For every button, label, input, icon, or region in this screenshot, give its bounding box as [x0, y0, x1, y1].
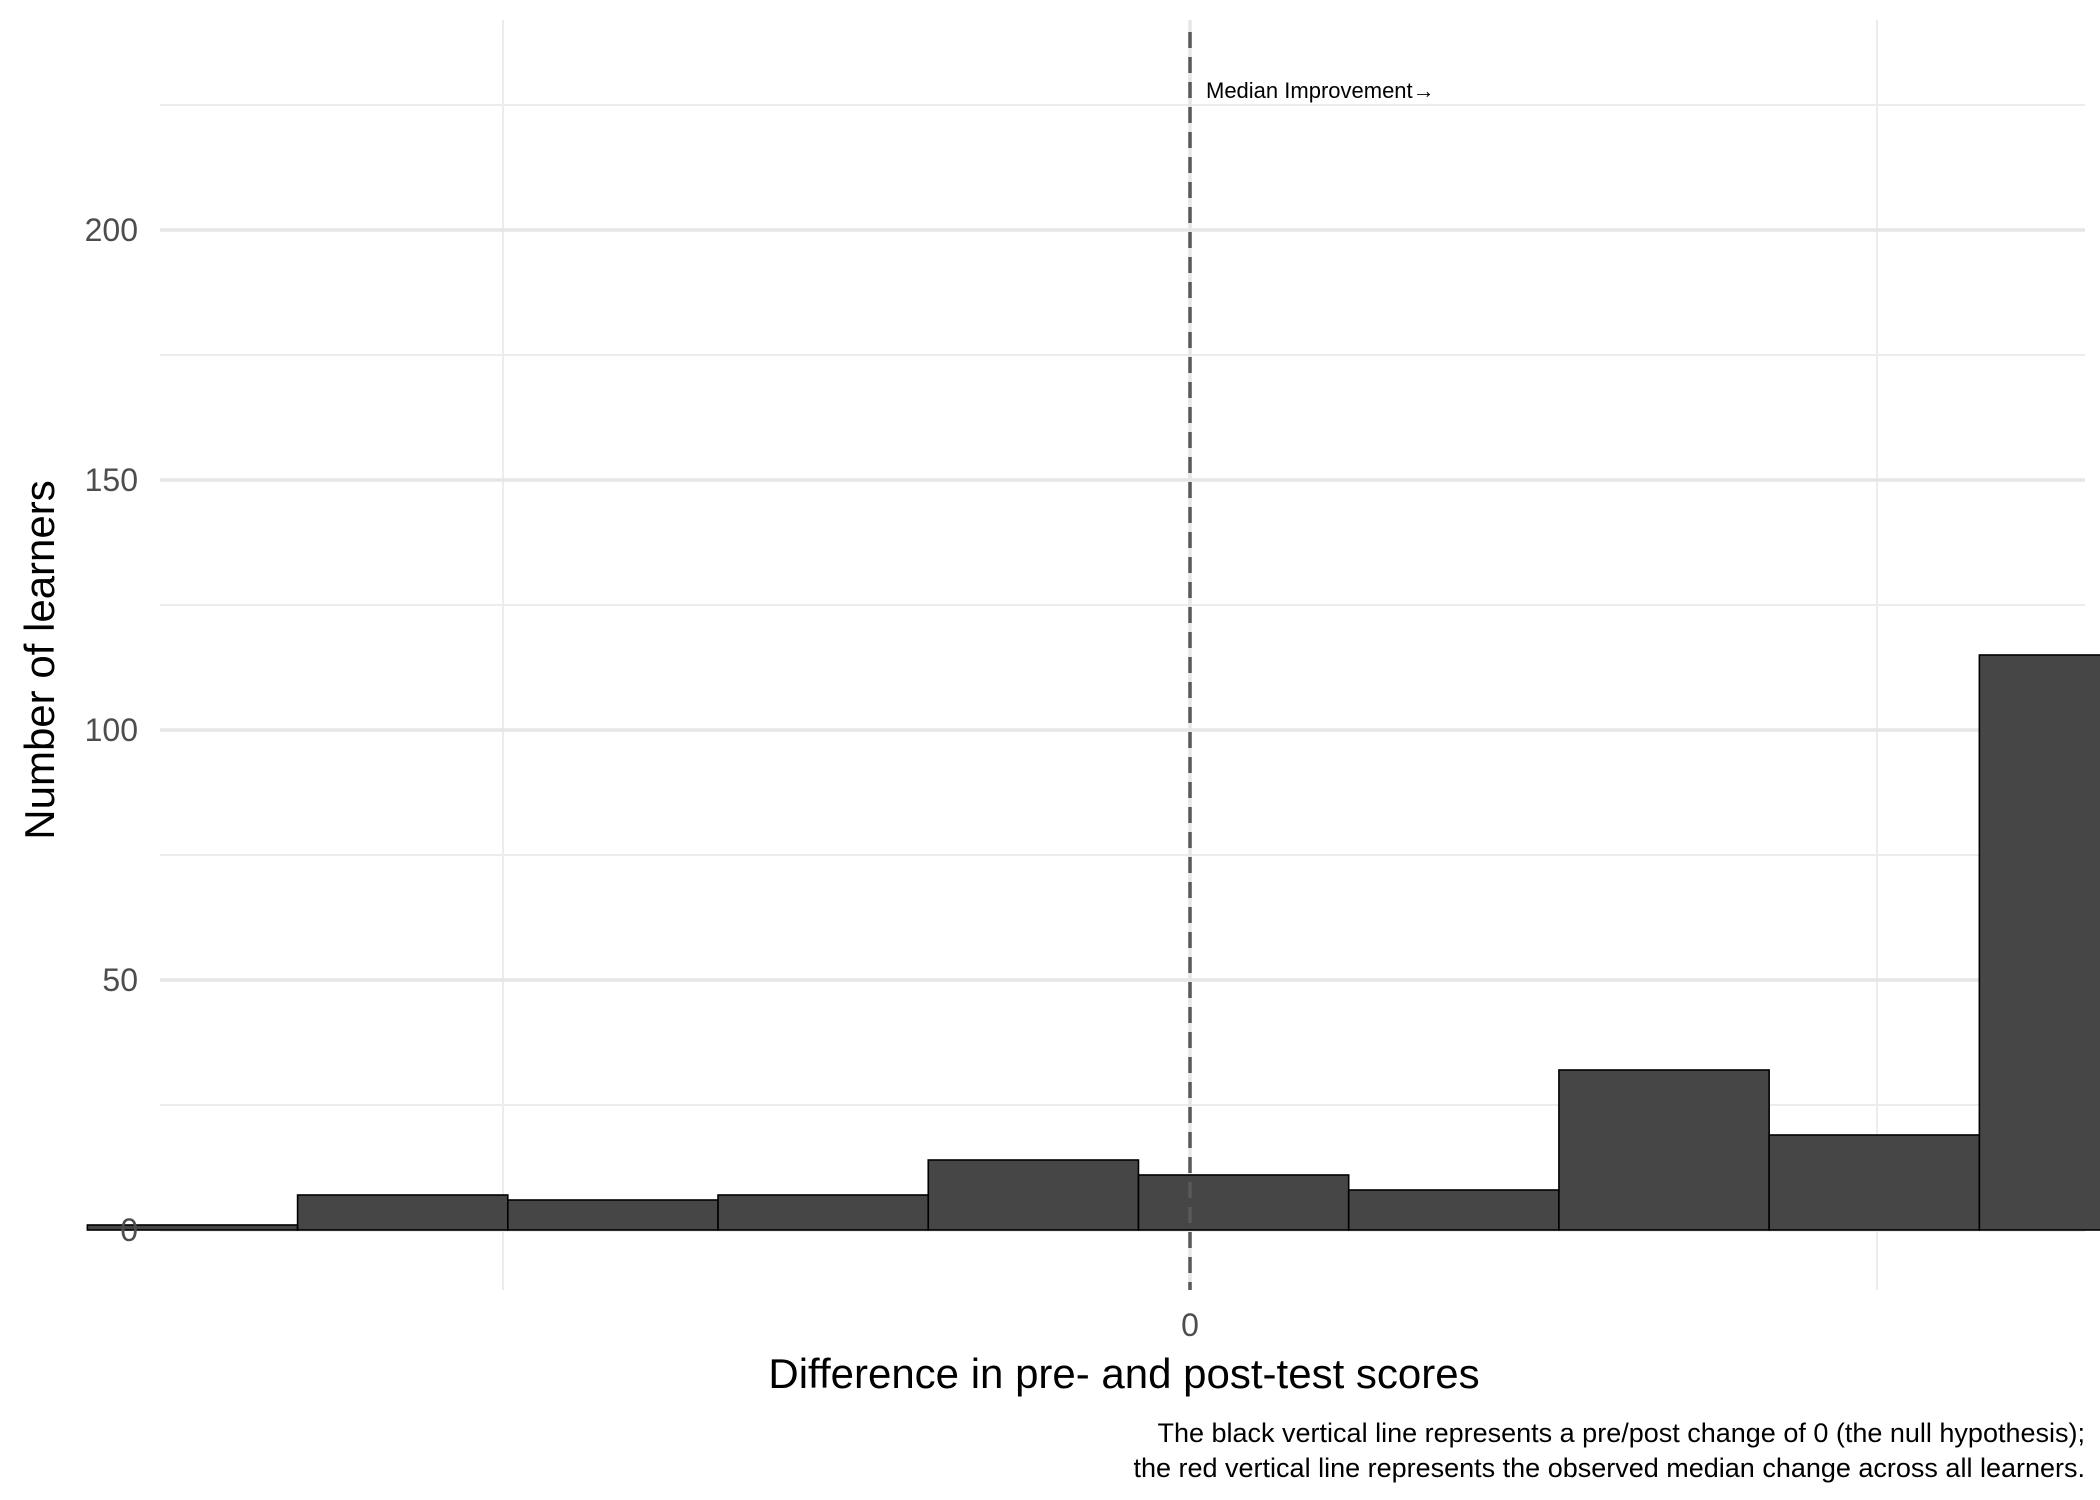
y-axis-title: Number of learners — [16, 480, 63, 839]
major-gridlines — [160, 20, 2085, 1290]
histogram-bar — [1137, 1174, 1350, 1231]
caption-line-2: the red vertical line represents the obs… — [1133, 1453, 2085, 1483]
x-axis-title: Difference in pre- and post-test scores — [768, 1350, 1479, 1397]
histogram-bar — [507, 1199, 719, 1231]
y-tick-label: 100 — [85, 712, 138, 748]
y-tick-label: 200 — [85, 212, 138, 248]
median-improvement-label: Median Improvement→ — [1206, 78, 1435, 103]
histogram-bar — [1978, 654, 2100, 1231]
caption-line-1: The black vertical line represents a pre… — [1157, 1418, 2085, 1448]
y-tick-label: 150 — [85, 462, 138, 498]
reference-lines — [1188, 32, 1192, 1290]
histogram-bar — [717, 1194, 930, 1231]
histogram-bars — [86, 654, 2100, 1231]
histogram-bar — [927, 1159, 1140, 1231]
histogram-bar — [1558, 1069, 1770, 1231]
y-tick-label: 50 — [102, 962, 138, 998]
histogram-bar — [1768, 1134, 1981, 1231]
histogram-bar — [1347, 1189, 1560, 1231]
histogram-bar — [86, 1224, 299, 1231]
x-axis-ticks: -6-303 — [1181, 1307, 1199, 1343]
x-tick-label: 0 — [1181, 1307, 1199, 1343]
minor-gridlines — [160, 20, 2085, 1290]
histogram-bar — [296, 1194, 509, 1231]
y-axis-ticks: 0 50 100 150 200 — [85, 212, 138, 1248]
y-tick-label: 0 — [120, 1212, 138, 1248]
